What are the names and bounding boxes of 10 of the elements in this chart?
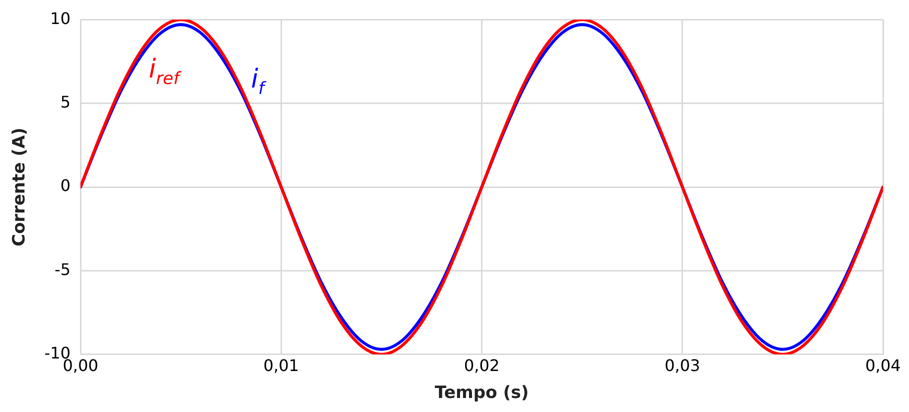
x-tick-label: 0,02 — [464, 356, 500, 376]
x-tick-label: 0,04 — [865, 356, 901, 376]
y-tick-label: 0 — [60, 176, 71, 196]
y-tick-label: -5 — [54, 260, 71, 279]
x-axis-title: Tempo (s) — [434, 383, 529, 404]
y-axis-title: Corrente (A) — [10, 128, 30, 246]
y-tick-label: 10 — [50, 8, 71, 28]
x-tick-label: 0,01 — [263, 356, 299, 376]
x-tick-label: 0,03 — [664, 356, 700, 376]
y-tick-label: 5 — [60, 92, 71, 112]
